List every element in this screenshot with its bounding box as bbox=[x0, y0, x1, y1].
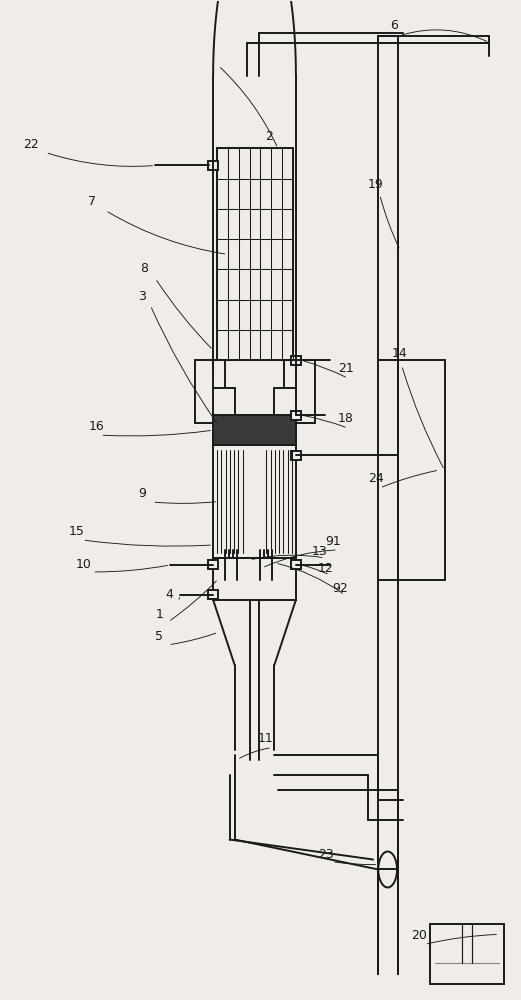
Text: 15: 15 bbox=[69, 525, 84, 538]
Text: 91: 91 bbox=[325, 535, 341, 548]
Text: 10: 10 bbox=[76, 558, 91, 571]
Text: 9: 9 bbox=[139, 487, 146, 500]
Text: 7: 7 bbox=[89, 195, 96, 208]
Text: 16: 16 bbox=[89, 420, 104, 433]
Text: 14: 14 bbox=[392, 347, 407, 360]
Text: 4: 4 bbox=[165, 588, 173, 601]
Text: 2: 2 bbox=[265, 130, 273, 143]
Text: 22: 22 bbox=[22, 138, 39, 151]
Text: 24: 24 bbox=[368, 472, 383, 485]
Bar bbox=[291, 451, 301, 460]
Text: 3: 3 bbox=[139, 290, 146, 303]
Text: 1: 1 bbox=[155, 608, 163, 621]
Bar bbox=[213, 558, 296, 600]
Bar bbox=[213, 445, 296, 558]
Text: 13: 13 bbox=[312, 545, 328, 558]
Text: 23: 23 bbox=[318, 848, 333, 861]
Text: 6: 6 bbox=[390, 19, 398, 32]
Text: 12: 12 bbox=[318, 562, 333, 575]
Bar bbox=[429, 924, 504, 984]
Text: 18: 18 bbox=[338, 412, 354, 425]
Bar bbox=[208, 590, 218, 599]
Bar bbox=[208, 560, 218, 569]
Bar bbox=[291, 560, 301, 569]
Text: 92: 92 bbox=[332, 582, 348, 595]
Text: 8: 8 bbox=[140, 262, 148, 275]
Text: 19: 19 bbox=[368, 178, 383, 191]
Text: 11: 11 bbox=[258, 732, 274, 745]
Text: 20: 20 bbox=[412, 929, 427, 942]
Bar bbox=[291, 356, 301, 365]
Text: 21: 21 bbox=[338, 362, 354, 375]
Bar bbox=[217, 148, 293, 360]
Bar bbox=[213, 415, 296, 445]
Bar bbox=[208, 161, 218, 170]
Bar bbox=[291, 411, 301, 420]
Text: 5: 5 bbox=[155, 630, 163, 643]
